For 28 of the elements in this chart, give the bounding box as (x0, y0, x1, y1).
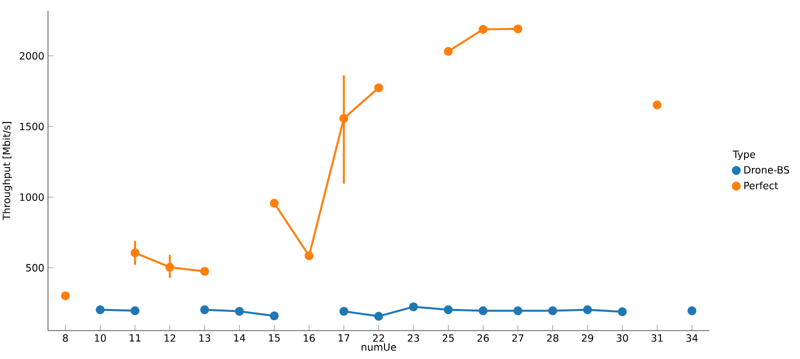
legend-title: Type (732, 150, 756, 160)
y-tick-label: 2000 (20, 52, 44, 60)
x-tick-label: 25 (442, 334, 454, 342)
x-tick-label: 28 (547, 334, 558, 342)
x-tick-label: 8 (62, 334, 68, 342)
x-tick-label: 14 (234, 334, 246, 342)
x-tick-label: 31 (652, 334, 663, 342)
x-tick-label: 22 (373, 334, 384, 342)
x-tick-label: 11 (130, 334, 140, 342)
legend-label: Drone-BS (744, 166, 790, 174)
legend-label: Perfect (744, 182, 778, 190)
x-tick-label: 30 (616, 334, 628, 342)
x-tick-label: 17 (338, 334, 350, 342)
x-tick-label: 26 (477, 334, 489, 342)
x-tick-label: 23 (408, 334, 420, 342)
x-tick-label: 13 (199, 334, 210, 342)
x-tick-label: 34 (686, 334, 698, 342)
x-tick-label: 27 (512, 334, 524, 342)
y-tick-label: 500 (26, 264, 44, 272)
x-tick-label: 29 (582, 334, 594, 342)
x-axis-title: numUe (362, 343, 396, 351)
y-tick-label: 1500 (20, 122, 44, 130)
x-tick-label: 12 (164, 334, 176, 342)
x-tick-label: 15 (269, 334, 280, 342)
y-axis-title: Throughput [Mbit/s] (2, 122, 12, 220)
y-tick-label: 1000 (20, 193, 44, 201)
x-tick-label: 10 (94, 334, 106, 342)
x-tick-label: 16 (304, 334, 315, 342)
